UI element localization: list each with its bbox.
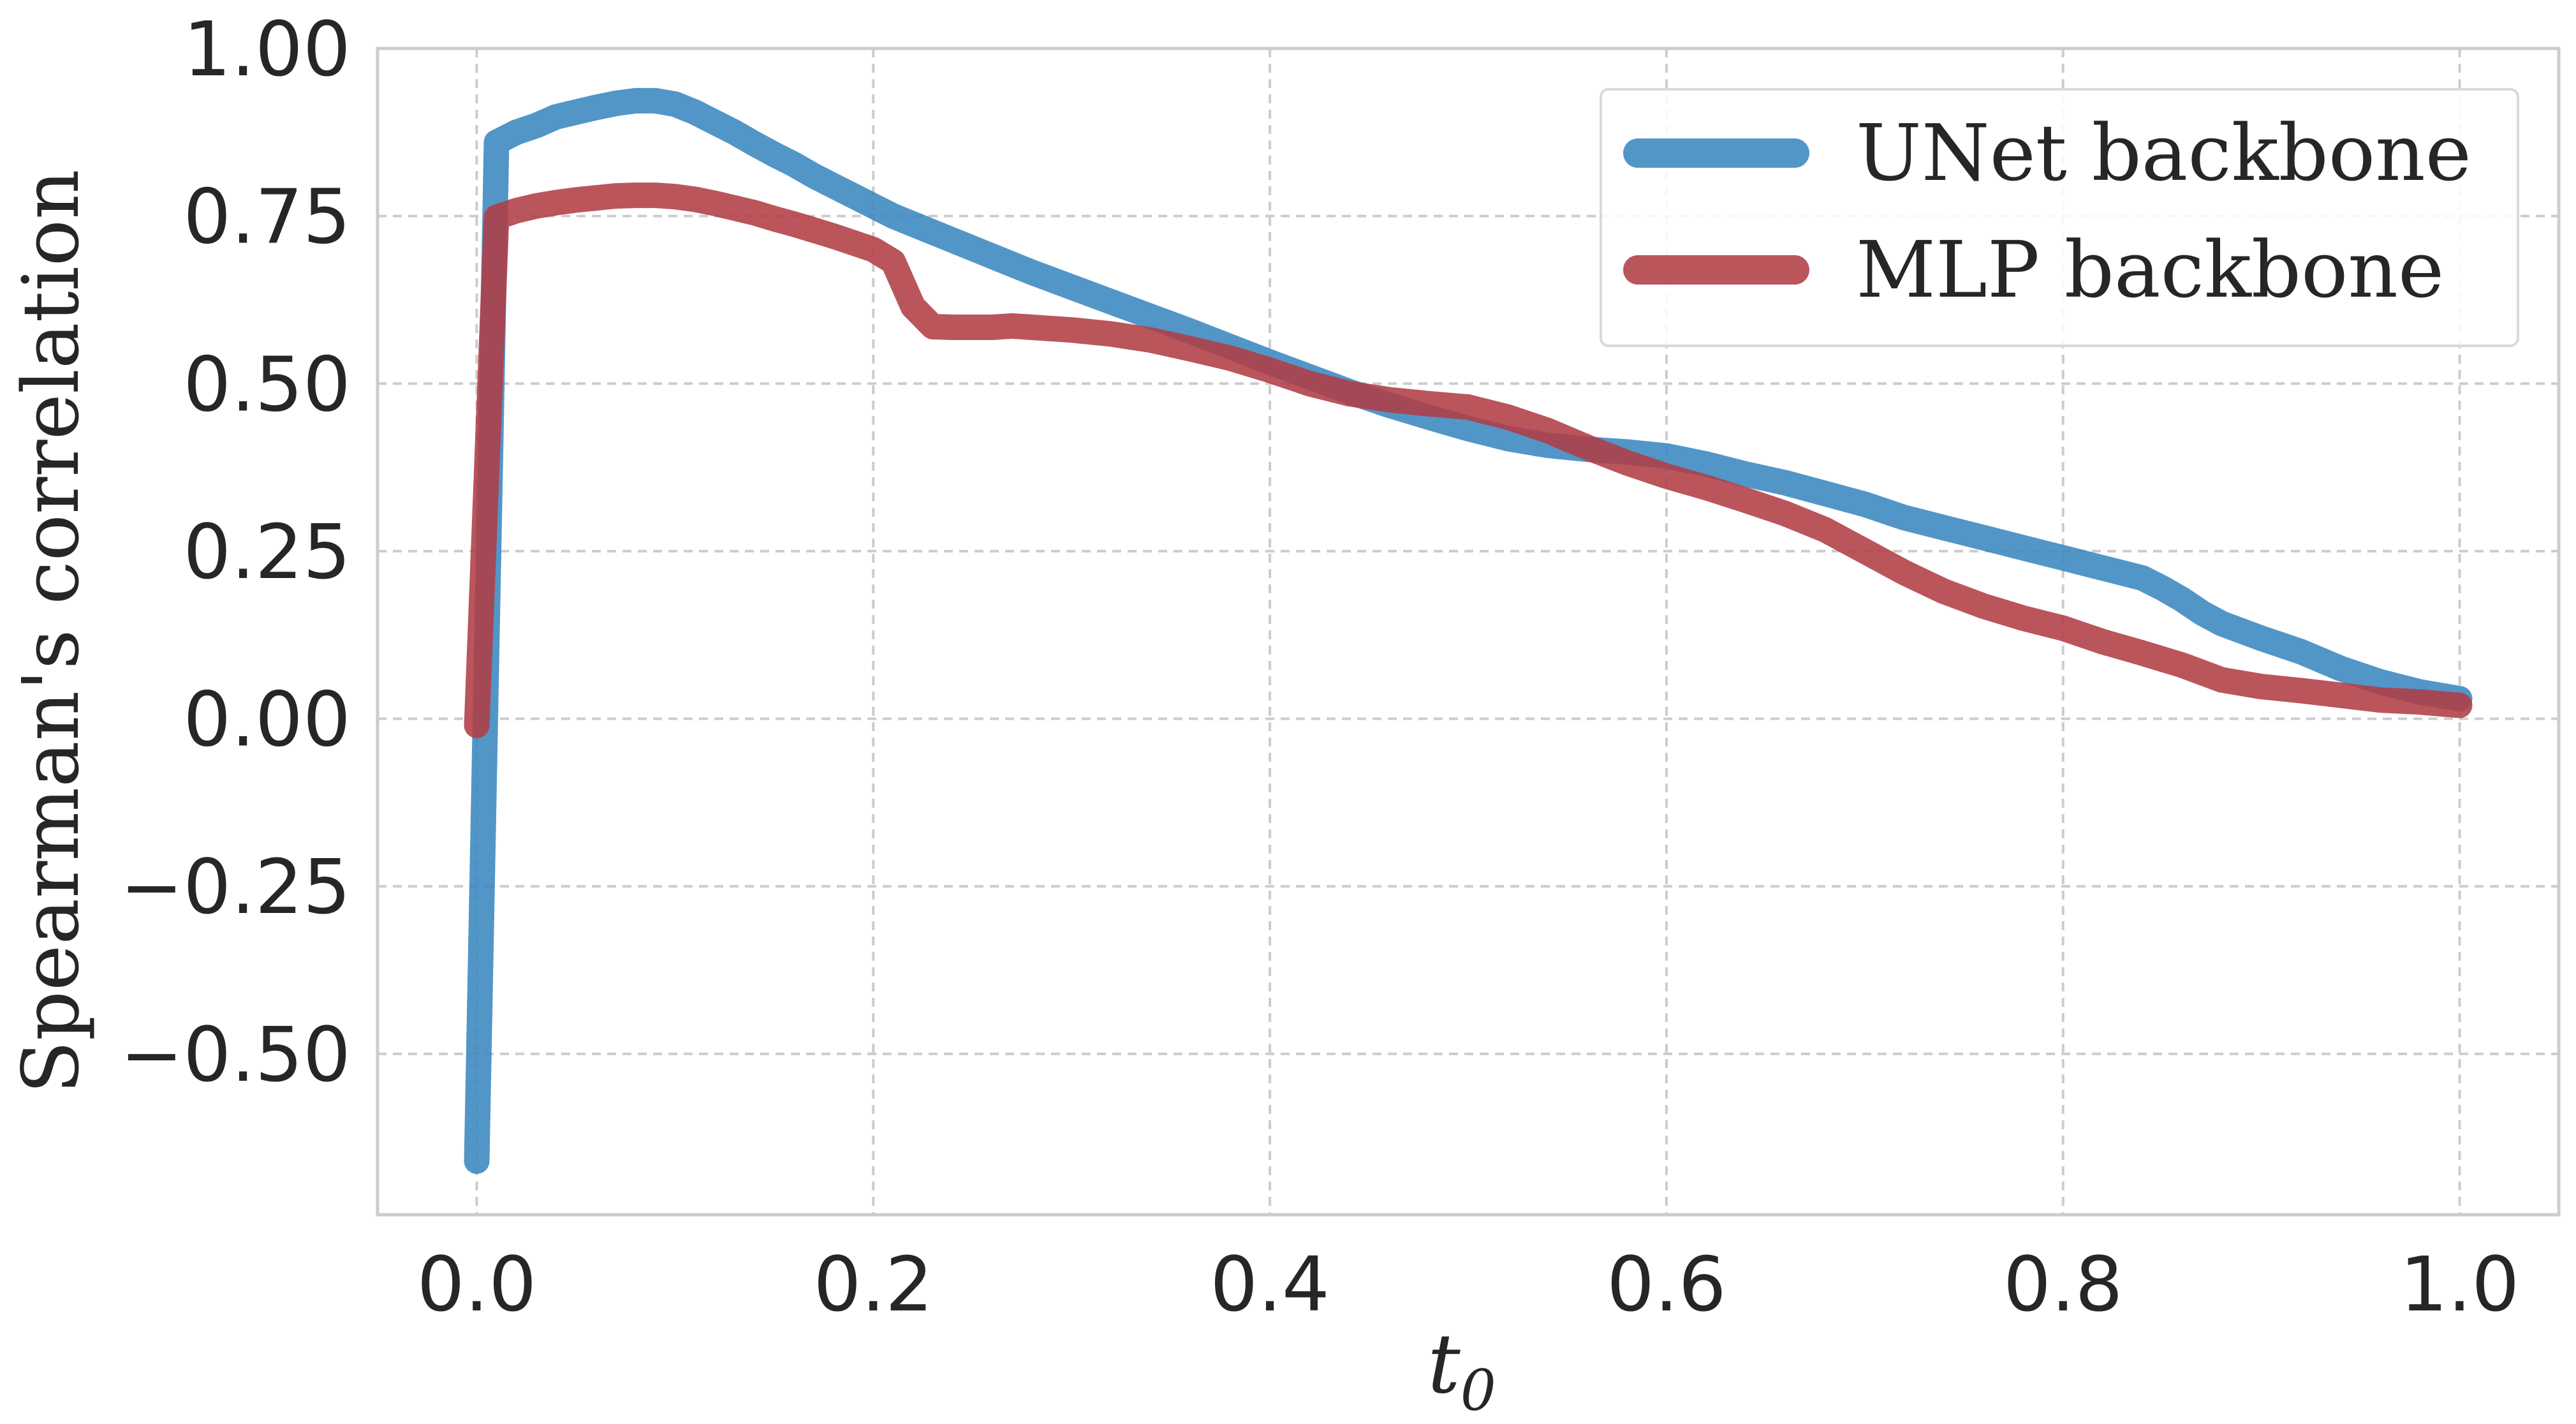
legend: UNet backbone MLP backbone [1600, 88, 2519, 347]
series-layer [464, 87, 2473, 1174]
legend-box [1600, 88, 2519, 347]
x-tick-label: 0.8 [2003, 1240, 2123, 1328]
legend-label-unet: UNet backbone [1856, 108, 2471, 198]
y-tick-label: −0.50 [120, 1011, 351, 1099]
x-axis-label-main: t [1427, 1317, 1461, 1412]
y-tick-label: 1.00 [183, 5, 351, 93]
x-tick-labels: 0.0 0.2 0.4 0.6 0.8 1.0 [417, 1240, 2520, 1328]
x-axis-label: t0 [1427, 1317, 1496, 1423]
y-tick-labels: 1.00 0.75 0.50 0.25 0.00 −0.25 −0.50 [120, 5, 351, 1099]
y-tick-label: 0.75 [183, 173, 351, 261]
x-axis-label-subscript: 0 [1461, 1358, 1496, 1423]
series-line-mlp [464, 182, 2473, 739]
x-tick-label: 0.4 [1210, 1240, 1330, 1328]
legend-label-mlp: MLP backbone [1856, 225, 2444, 315]
y-tick-label: 0.00 [183, 676, 351, 764]
x-tick-label: 1.0 [2400, 1240, 2520, 1328]
x-tick-label: 0.0 [417, 1240, 537, 1328]
x-tick-label: 0.6 [1607, 1240, 1726, 1328]
y-axis-label: Spearman's correlation [6, 169, 96, 1094]
y-tick-label: 0.25 [183, 508, 351, 596]
y-tick-label: 0.50 [183, 340, 351, 428]
plot-frame [376, 47, 2561, 1217]
y-tick-label: −0.25 [120, 843, 351, 931]
x-tick-label: 0.2 [813, 1240, 933, 1328]
series-line-unet [464, 87, 2473, 1174]
